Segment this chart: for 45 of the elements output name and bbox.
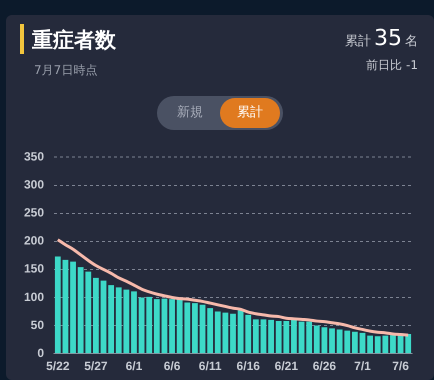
y-tick-label: 150	[24, 262, 44, 276]
y-tick-label: 250	[24, 206, 44, 220]
toggle-switch: 新規 累計	[157, 96, 283, 130]
bar	[314, 326, 320, 354]
bar	[184, 302, 190, 354]
x-tick-label: 6/6	[164, 359, 181, 374]
y-tick-label: 100	[24, 290, 44, 304]
x-tick-label: 6/21	[274, 359, 298, 374]
bar	[54, 256, 61, 354]
x-tick-label: 7/6	[392, 359, 410, 374]
text: 名	[405, 34, 418, 49]
bar	[78, 267, 84, 354]
bar	[374, 336, 381, 354]
x-tick-label: 5/27	[84, 359, 108, 374]
chart-subtitle: 7月7日時点	[34, 62, 98, 79]
x-tick-label: 6/1	[126, 359, 143, 374]
bar	[252, 319, 259, 354]
x-tick-label: 6/26	[312, 359, 336, 374]
text: 35	[374, 26, 402, 51]
bar	[214, 312, 221, 354]
bar	[344, 330, 350, 354]
bar	[283, 321, 290, 354]
bar	[382, 336, 388, 354]
y-tick-label: 300	[24, 178, 44, 192]
bar	[176, 298, 183, 354]
bar	[306, 322, 312, 354]
bar	[85, 272, 92, 354]
bar	[207, 308, 214, 354]
text: 前日比 -1	[366, 57, 418, 74]
x-tick-label: 6/11	[198, 359, 222, 374]
bar	[154, 299, 160, 354]
chart-title: 重症者数	[32, 27, 116, 54]
text: 累計	[345, 34, 371, 49]
x-tick-label: 6/16	[236, 359, 260, 374]
line-series	[56, 238, 410, 337]
bar	[245, 314, 252, 354]
y-tick-label: 0	[37, 346, 44, 360]
bar	[116, 287, 122, 354]
y-tick-label: 50	[30, 318, 44, 332]
bar	[276, 321, 282, 354]
bar	[146, 296, 152, 354]
y-tick-label: 200	[24, 234, 44, 248]
x-tick-label: 7/1	[354, 359, 372, 374]
y-tick-label: 350	[24, 150, 44, 164]
x-tick-label: 5/22	[46, 359, 70, 374]
